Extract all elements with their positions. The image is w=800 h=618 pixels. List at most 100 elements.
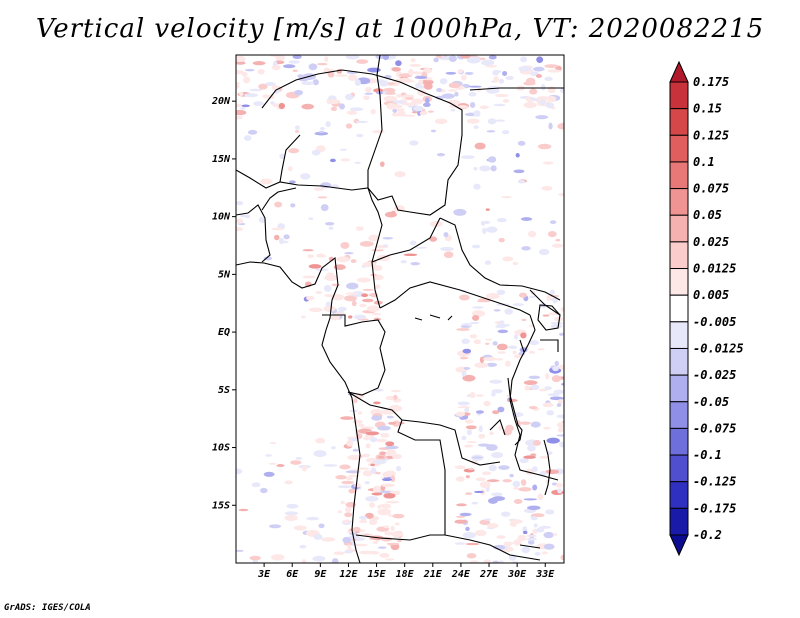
velocity-patch [456, 328, 470, 331]
velocity-patch [464, 71, 474, 75]
velocity-patch [471, 501, 479, 505]
lake-malawi [543, 439, 551, 496]
velocity-patch [513, 334, 518, 340]
velocity-patch [555, 483, 563, 488]
velocity-patch [251, 482, 261, 488]
velocity-patch [459, 294, 470, 301]
velocity-patch [418, 79, 424, 86]
velocity-patch [384, 92, 397, 95]
velocity-patch [555, 238, 561, 242]
velocity-patch [264, 82, 276, 87]
colorbar-label: -0.0125 [693, 341, 744, 355]
velocity-patch [557, 427, 564, 433]
velocity-patch [347, 544, 352, 551]
velocity-patch [236, 83, 240, 89]
velocity-patch [496, 289, 506, 296]
velocity-patch [411, 111, 418, 114]
velocity-patch [523, 380, 538, 386]
colorbar-label: 0.15 [693, 102, 722, 116]
velocity-patch [314, 131, 329, 136]
velocity-patch [489, 431, 494, 436]
velocity-patch [466, 56, 481, 64]
velocity-patch [473, 110, 481, 117]
velocity-patch [236, 103, 242, 108]
velocity-patch [317, 196, 328, 199]
lon-label: 24E [451, 569, 471, 580]
velocity-patch [324, 56, 329, 62]
velocity-patch [308, 217, 314, 220]
velocity-patch [520, 217, 533, 221]
velocity-patch [498, 237, 505, 243]
velocity-patch [348, 474, 360, 478]
velocity-patch [379, 490, 391, 494]
colorbar-label: 0.005 [693, 288, 729, 302]
velocity-patch [320, 204, 329, 212]
velocity-patch [552, 297, 558, 304]
velocity-patch [497, 351, 506, 354]
velocity-patch [469, 321, 480, 325]
velocity-patch [512, 350, 517, 355]
velocity-patch [379, 553, 390, 559]
colorbar-label: -0.2 [693, 528, 722, 542]
colorbar-label: -0.1 [693, 448, 722, 462]
velocity-patch [456, 515, 466, 518]
velocity-patch [386, 415, 394, 419]
velocity-patch [556, 403, 562, 408]
velocity-patch [559, 441, 564, 448]
velocity-patch [464, 407, 470, 413]
velocity-patch [347, 74, 358, 82]
velocity-patch [269, 441, 277, 445]
velocity-patch [359, 303, 367, 308]
velocity-patch [363, 471, 372, 476]
velocity-patch [361, 453, 371, 458]
velocity-patch [546, 295, 552, 301]
velocity-patch [409, 140, 419, 146]
velocity-patch [300, 173, 311, 180]
velocity-patch [544, 386, 552, 391]
velocity-patch [483, 400, 491, 407]
velocity-patch [386, 542, 400, 546]
velocity-patch [377, 508, 392, 516]
velocity-patch [497, 329, 509, 334]
velocity-patch [373, 485, 381, 493]
velocity-patch [263, 471, 275, 477]
velocity-patch [473, 125, 479, 129]
velocity-patch [344, 295, 357, 302]
velocity-patch [538, 388, 548, 392]
velocity-patch [345, 55, 360, 60]
velocity-patch [517, 534, 527, 542]
velocity-patch [236, 115, 243, 120]
velocity-patch [547, 86, 556, 94]
velocity-patch [518, 487, 532, 492]
velocity-patch [365, 443, 371, 449]
velocity-patch [541, 185, 553, 191]
lat-label: EQ [218, 327, 230, 338]
velocity-patch [543, 426, 551, 430]
velocity-patch [247, 129, 258, 135]
velocity-patch [497, 406, 505, 413]
velocity-patch [340, 500, 346, 505]
velocity-patch [559, 332, 564, 336]
colorbar-label: -0.125 [693, 475, 736, 489]
velocity-patch [527, 539, 535, 545]
velocity-patch [336, 256, 350, 263]
velocity-patch [342, 519, 350, 524]
velocity-patch [528, 350, 536, 354]
velocity-patch [241, 71, 248, 77]
velocity-patch [379, 161, 385, 167]
velocity-patch [449, 104, 459, 109]
lon-label: 3E [257, 569, 271, 580]
velocity-patch [492, 560, 500, 563]
velocity-patch [390, 475, 396, 483]
velocity-patch [472, 314, 480, 321]
velocity-patch [495, 93, 509, 98]
velocity-patch [497, 218, 507, 223]
velocity-patch [344, 550, 353, 554]
velocity-patch [236, 200, 244, 206]
velocity-patch [493, 309, 501, 312]
velocity-patch [403, 253, 418, 257]
inland-lakes [414, 314, 559, 549]
velocity-patch [543, 543, 555, 550]
velocity-patch [533, 523, 538, 528]
velocity-patch [523, 455, 536, 459]
